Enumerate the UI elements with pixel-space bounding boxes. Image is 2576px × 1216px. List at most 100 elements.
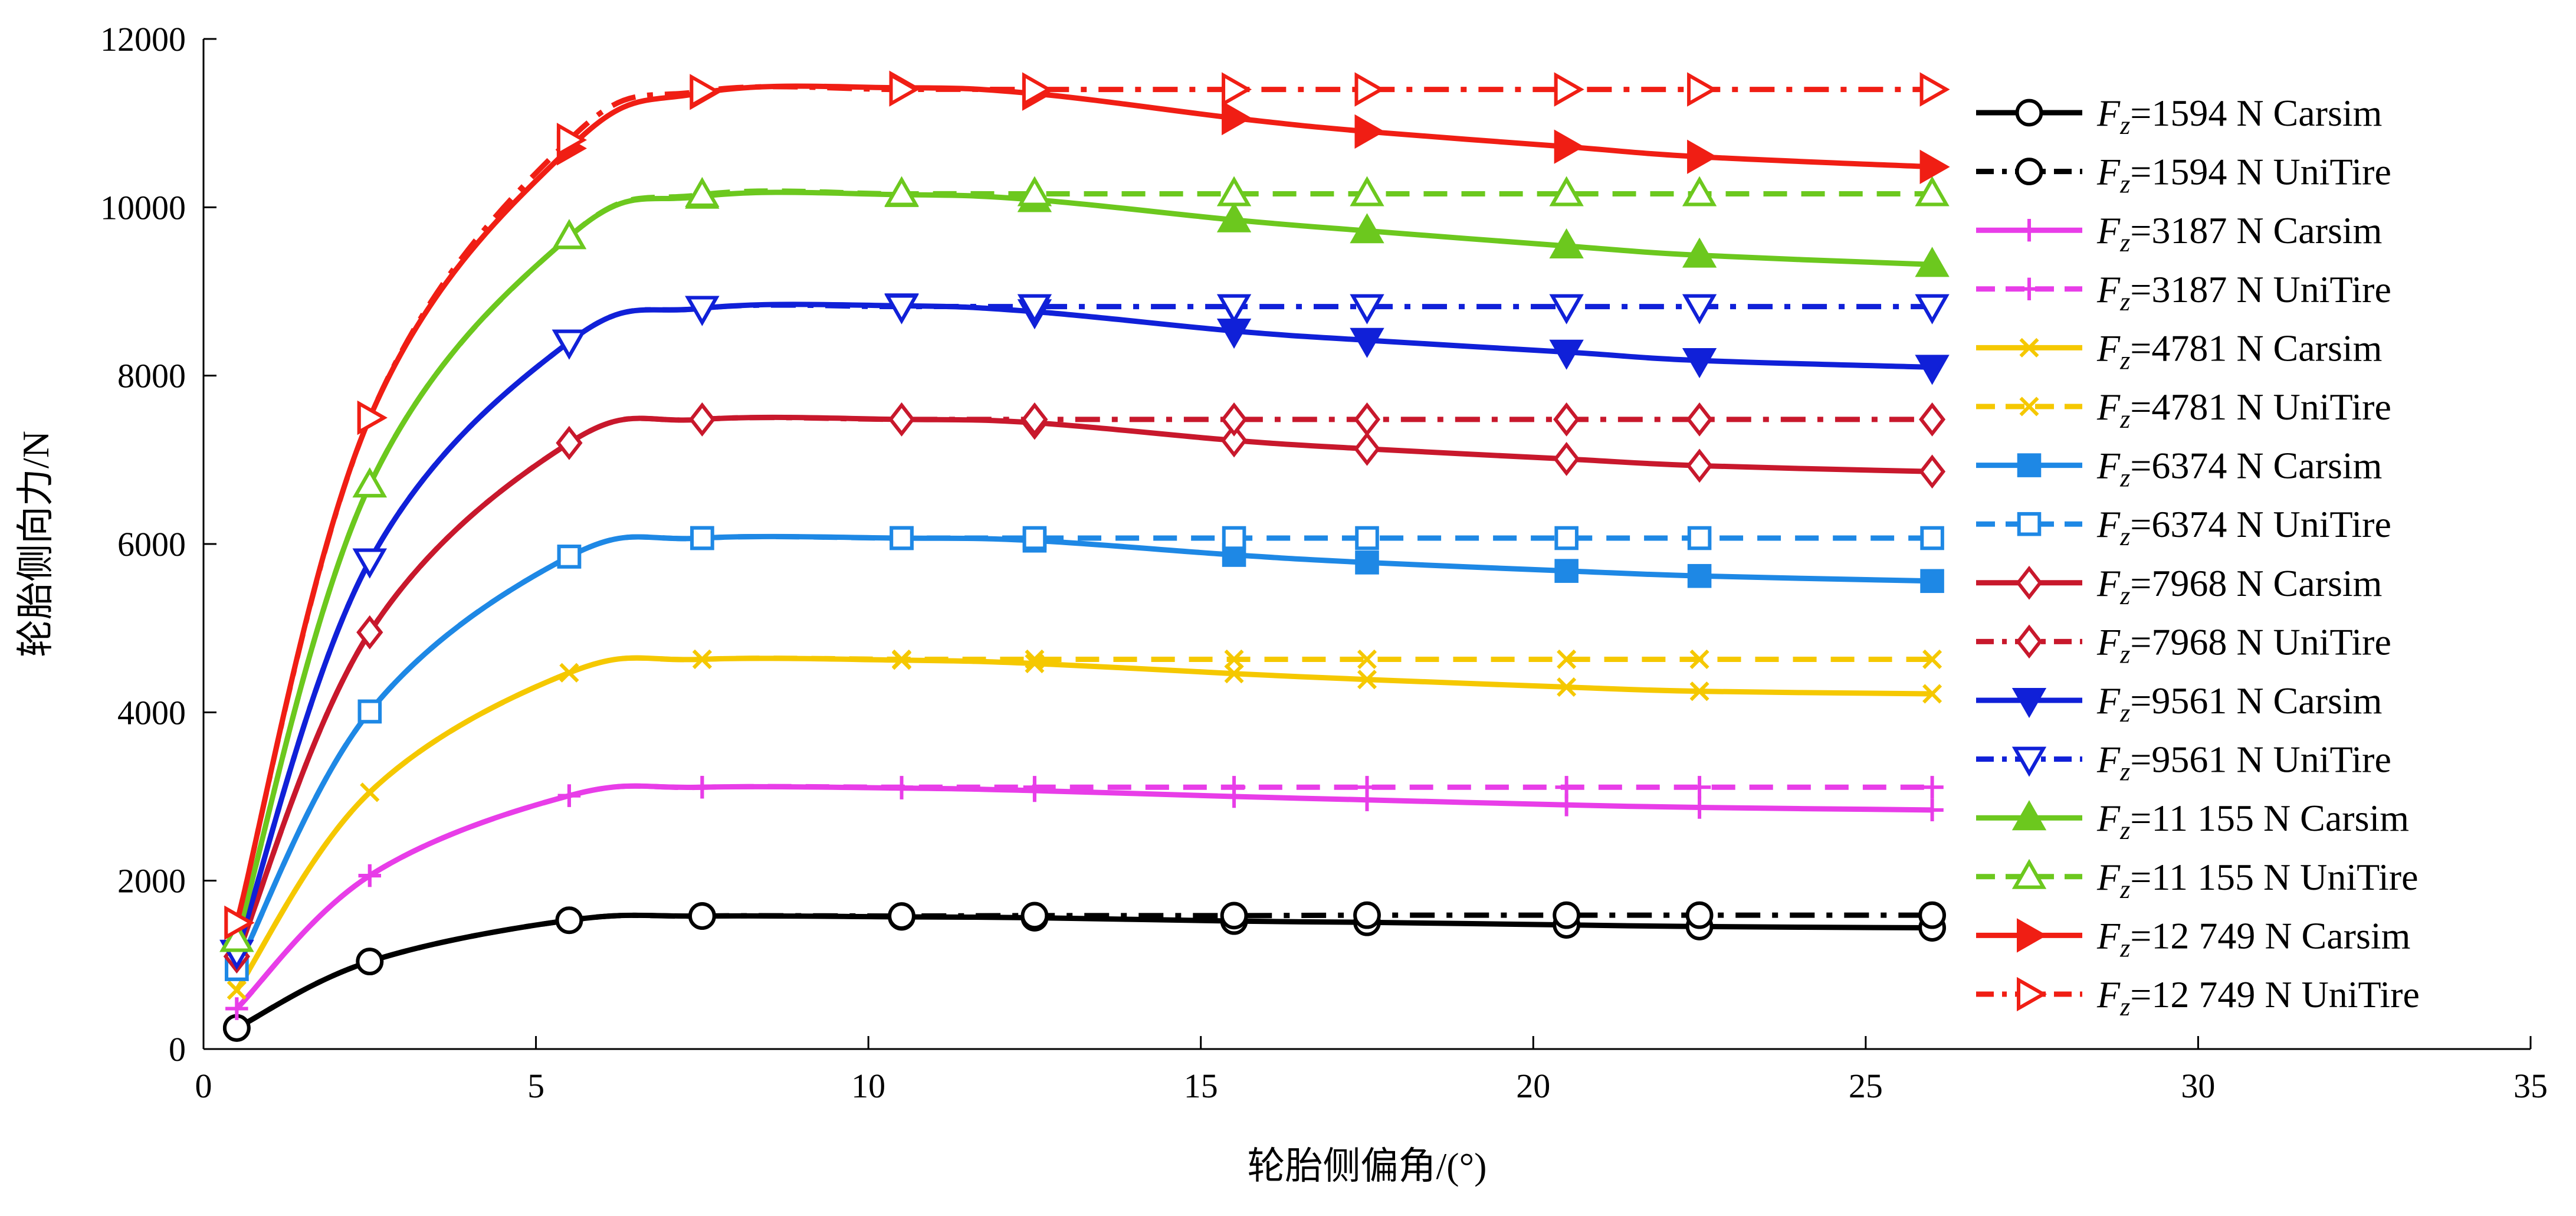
data-point-marker <box>685 176 720 207</box>
x-axis-title: 轮胎侧偏角/(°) <box>1248 1145 1487 1187</box>
data-point-marker <box>559 663 579 683</box>
legend-item: Fz=6374 N UniTire <box>1976 503 2391 551</box>
series-line <box>235 912 1932 1031</box>
x-tick-label: 0 <box>195 1067 212 1105</box>
data-point-marker <box>1350 176 1384 207</box>
data-point-marker <box>1353 431 1381 466</box>
data-point-marker <box>692 649 712 669</box>
data-point-marker <box>1554 129 1584 164</box>
data-point-marker <box>2015 158 2043 186</box>
data-point-marker <box>1224 649 1244 669</box>
legend-label: Fz=9561 N UniTire <box>2096 739 2391 786</box>
data-point-marker <box>891 649 912 669</box>
legend-item: Fz=1594 N UniTire <box>1976 151 2391 199</box>
data-point-marker <box>1557 677 1577 697</box>
data-point-marker <box>1919 72 1950 107</box>
data-point-marker <box>1688 776 1711 799</box>
data-point-marker <box>1017 294 1052 325</box>
data-point-marker <box>1224 664 1244 684</box>
data-point-marker <box>1682 348 1717 379</box>
data-point-marker <box>1021 402 1048 437</box>
data-point-marker <box>1687 139 1718 174</box>
legend-label: Fz=1594 N UniTire <box>2096 151 2391 199</box>
y-tick-label: 12000 <box>100 20 186 58</box>
legend-item: Fz=12 749 N UniTire <box>1976 974 2420 1021</box>
data-point-marker <box>1915 294 1950 325</box>
series-3 <box>225 776 1944 1020</box>
data-point-marker <box>890 526 914 550</box>
data-point-marker <box>2011 858 2047 889</box>
data-point-marker <box>1549 176 1584 207</box>
data-point-marker <box>1682 237 1717 268</box>
data-point-marker <box>2016 565 2043 600</box>
data-point-marker <box>1920 526 1944 550</box>
series-8 <box>225 526 1944 981</box>
data-point-marker <box>1017 176 1052 207</box>
data-point-marker <box>2017 219 2041 242</box>
legend-item: Fz=9561 N UniTire <box>1976 739 2391 786</box>
data-point-marker <box>691 776 714 799</box>
plot-area <box>219 70 1950 1042</box>
data-point-marker <box>357 400 388 435</box>
series-16 <box>224 72 1950 940</box>
legend-label: Fz=3187 N Carsim <box>2096 209 2382 257</box>
data-point-marker <box>1356 776 1379 799</box>
data-point-marker <box>688 902 716 930</box>
data-point-marker <box>690 74 720 109</box>
legend-item: Fz=4781 N Carsim <box>1976 327 2382 375</box>
data-point-marker <box>1687 563 1712 588</box>
series-10 <box>223 402 1946 974</box>
series-7 <box>225 526 1944 981</box>
legend-label: Fz=1594 N Carsim <box>2096 92 2382 140</box>
data-point-marker <box>690 526 714 550</box>
data-point-marker <box>219 922 254 952</box>
data-point-marker <box>360 782 380 802</box>
series-11 <box>219 293 1950 970</box>
data-point-marker <box>1688 796 1711 819</box>
data-point-marker <box>2011 800 2047 831</box>
data-point-marker <box>1220 423 1248 458</box>
data-point-marker <box>2011 746 2047 777</box>
legend-label: Fz=12 749 N Carsim <box>2096 915 2410 962</box>
data-point-marker <box>1023 776 1046 799</box>
y-tick-label: 6000 <box>117 525 186 563</box>
data-point-marker <box>1922 684 1942 704</box>
data-point-marker <box>1689 649 1709 669</box>
x-tick-label: 10 <box>851 1067 885 1105</box>
series-5 <box>227 649 1942 1000</box>
data-point-marker <box>1350 294 1384 325</box>
y-tick-label: 2000 <box>117 862 186 900</box>
series-line <box>234 188 1932 940</box>
series-1 <box>222 902 1946 1042</box>
series-14 <box>219 176 1950 952</box>
data-point-marker <box>555 906 583 935</box>
legend-item: Fz=3187 N Carsim <box>1976 209 2382 257</box>
data-point-marker <box>1222 776 1246 799</box>
data-point-marker <box>1220 902 1248 930</box>
x-tick-label: 25 <box>1849 1067 1883 1105</box>
series-4 <box>225 776 1944 1020</box>
data-point-marker <box>2017 512 2042 536</box>
data-point-marker <box>1216 176 1252 207</box>
data-point-marker <box>1686 402 1713 437</box>
data-point-marker <box>1555 776 1578 799</box>
data-point-marker <box>352 467 387 498</box>
data-point-marker <box>685 296 720 326</box>
legend-label: Fz=6374 N UniTire <box>2096 503 2391 551</box>
x-tick-label: 35 <box>2513 1067 2548 1105</box>
data-point-marker <box>1919 149 1950 185</box>
data-point-marker <box>888 402 915 437</box>
data-point-marker <box>890 776 913 799</box>
data-point-marker <box>1222 526 1246 550</box>
legend-label: Fz=4781 N Carsim <box>2096 327 2382 375</box>
series-line <box>234 655 1932 992</box>
data-point-marker <box>1921 776 1944 799</box>
data-point-marker <box>1554 72 1584 107</box>
y-tick-label: 4000 <box>117 693 186 732</box>
data-point-marker <box>1549 228 1584 258</box>
series-line <box>234 301 1932 953</box>
data-point-marker <box>557 784 581 807</box>
data-point-marker <box>1549 294 1584 325</box>
